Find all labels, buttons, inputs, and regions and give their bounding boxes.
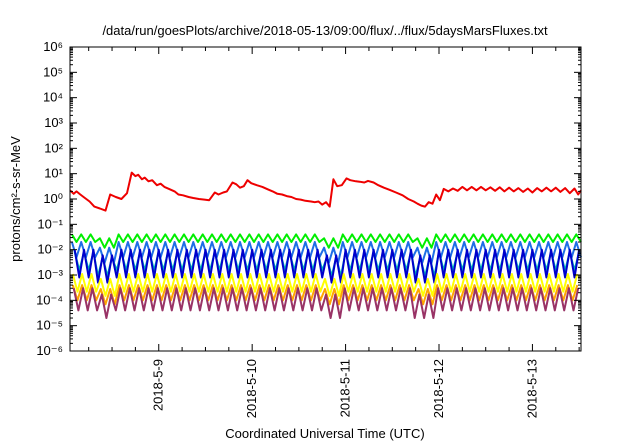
chart-title: /data/run/goesPlots/archive/2018-05-13/0… <box>102 23 548 38</box>
plot-frame <box>69 46 582 352</box>
y-tick-label: 10⁴ <box>43 90 63 105</box>
x-tick-label: 2018-5-12 <box>431 359 446 418</box>
plot-series <box>69 171 582 319</box>
x-tick-label: 2018-5-13 <box>524 359 539 418</box>
y-tick-label: 10⁻² <box>37 242 63 257</box>
series-line-2 <box>71 233 582 249</box>
y-tick-label: 10¹ <box>44 166 63 181</box>
y-axis: 10⁻⁶ 10⁻⁵ 10⁻⁴ 10⁻³ 10⁻² 10⁻¹ 10⁰ 10¹ 10² 10³ 10⁴ 1… <box>36 39 581 358</box>
y-tick-label: 10⁻⁶ <box>36 343 63 358</box>
y-tick-label: 10⁻¹ <box>37 216 63 231</box>
y-tick-label: 10⁶ <box>43 39 63 54</box>
y-tick-label: 10⁰ <box>43 191 63 206</box>
x-axis: 2018-5-9 2018-5-10 2018-5-11 2018-5-12 2018-… <box>88 47 580 418</box>
x-tick-label: 2018-5-10 <box>244 359 259 418</box>
series-line-5 <box>73 248 581 284</box>
y-tick-label: 10⁻⁵ <box>36 318 63 333</box>
x-axis-title: Coordinated Universal Time (UTC) <box>225 426 424 441</box>
x-tick-label: 2018-5-11 <box>338 359 353 417</box>
y-tick-label: 10⁻³ <box>37 267 63 282</box>
x-tick-label: 2018-5-9 <box>151 359 166 411</box>
series-line-8 <box>72 287 580 319</box>
y-tick-label: 10³ <box>44 115 63 130</box>
series-line-1 <box>69 171 582 212</box>
y-tick-label: 10⁻⁴ <box>36 292 63 307</box>
y-tick-label: 10² <box>44 140 63 155</box>
y-tick-label: 10⁵ <box>43 64 63 79</box>
series-line-7 <box>71 284 579 306</box>
y-axis-title: protons/cm²-s-sr-MeV <box>8 136 23 262</box>
series-line-6 <box>71 273 579 297</box>
